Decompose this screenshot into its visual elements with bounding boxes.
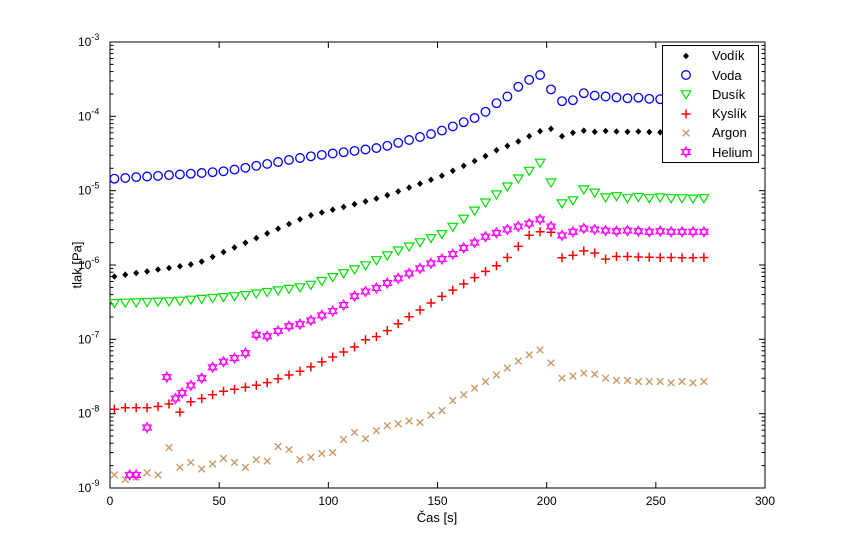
legend-item-dusik: Dusík xyxy=(663,85,758,104)
x-axis-label: Čas [s] xyxy=(416,510,458,525)
legend-label-helium: Helium xyxy=(712,144,753,160)
legend-item-kyslik: Kyslík xyxy=(663,104,758,123)
helium-marker-icon xyxy=(680,146,692,159)
legend-label-kyslik: Kyslík xyxy=(712,106,747,122)
x-tick-label: 50 xyxy=(212,494,226,508)
vodik-marker-icon xyxy=(683,52,689,60)
kyslik-marker-icon xyxy=(681,109,691,119)
series-voda xyxy=(109,70,709,184)
y-tick-label: 10-3 xyxy=(78,32,99,49)
legend-label-dusik: Dusík xyxy=(712,86,746,102)
x-tick-label: 150 xyxy=(427,494,447,508)
x-tick-label: 250 xyxy=(646,494,666,508)
x-tick-label: 300 xyxy=(755,494,775,508)
series-helium xyxy=(124,213,710,482)
legend-item-vodik: Vodík xyxy=(663,46,758,65)
legend: Vodík Voda Dusík Kyslík Argon Helium xyxy=(662,45,759,163)
series-argon xyxy=(110,346,708,484)
series-dusik xyxy=(108,158,710,309)
x-tick-label: 200 xyxy=(537,494,557,508)
x-tick-label: 100 xyxy=(318,494,338,508)
legend-label-argon: Argon xyxy=(712,125,747,141)
argon-marker-icon xyxy=(682,129,690,137)
y-tick-label: 10-4 xyxy=(78,106,99,123)
y-tick-label: 10-5 xyxy=(78,181,99,198)
legend-item-voda: Voda xyxy=(663,66,758,85)
y-tick-label: 10-7 xyxy=(78,329,99,346)
y-axis-label: tlak [Pa] xyxy=(69,241,85,289)
legend-item-argon: Argon xyxy=(663,123,758,142)
voda-marker-icon xyxy=(681,70,691,81)
x-tick-label: 0 xyxy=(107,494,114,508)
legend-label-voda: Voda xyxy=(712,67,742,83)
dusik-marker-icon xyxy=(680,90,692,101)
series-kyslik xyxy=(109,227,709,417)
legend-item-helium: Helium xyxy=(663,143,758,162)
legend-label-vodik: Vodík xyxy=(712,48,745,64)
y-tick-label: 10-9 xyxy=(78,478,99,495)
y-tick-label: 10-8 xyxy=(78,404,99,421)
